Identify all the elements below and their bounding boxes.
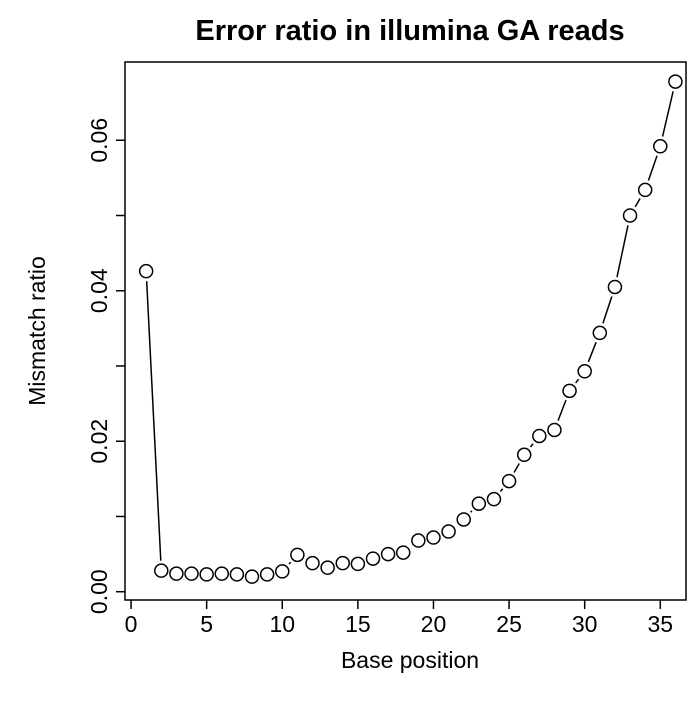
data-point: [244, 569, 260, 584]
data-point: [184, 566, 199, 581]
data-point: [290, 547, 305, 563]
x-axis-label: Base position: [341, 647, 479, 673]
connector: [661, 91, 674, 137]
connector: [145, 281, 162, 561]
data-point: [441, 524, 456, 539]
y-tick-label: 0.06: [86, 118, 112, 163]
connector: [288, 561, 292, 565]
data-point: [380, 546, 396, 562]
data-point: [592, 325, 608, 341]
plot-frame: [124, 61, 687, 601]
x-tick-label: 5: [200, 611, 213, 637]
data-point: [607, 279, 623, 295]
y-tick-label: 0.00: [86, 569, 112, 614]
data-point: [305, 555, 320, 571]
connector: [647, 155, 658, 181]
data-point: [335, 555, 350, 571]
connector: [575, 378, 580, 384]
data-point: [622, 208, 638, 223]
connector: [529, 443, 534, 448]
chart-title: Error ratio in illumina GA reads: [195, 15, 624, 47]
x-tick-label: 30: [572, 611, 598, 637]
connector: [634, 198, 641, 208]
connector: [587, 341, 597, 363]
connector: [499, 488, 504, 492]
data-point: [668, 74, 683, 89]
connector: [602, 296, 613, 324]
data-point: [350, 556, 366, 572]
data-point: [501, 473, 517, 489]
data-point: [562, 383, 577, 399]
data-point: [214, 566, 230, 581]
data-point: [532, 428, 547, 444]
y-tick-label: 0.02: [86, 419, 112, 464]
x-tick-label: 20: [421, 611, 447, 637]
data-point: [259, 567, 275, 582]
connector: [557, 399, 567, 421]
data-point: [456, 512, 471, 527]
x-tick-label: 10: [269, 611, 295, 637]
data-point: [486, 491, 502, 507]
x-tick-label: 25: [496, 611, 522, 637]
y-axis-label: Mismatch ratio: [24, 256, 50, 406]
data-point: [365, 551, 381, 566]
data-point: [154, 563, 169, 578]
data-point: [199, 567, 214, 582]
data-point: [169, 566, 184, 581]
data-point: [320, 560, 335, 575]
x-tick-label: 15: [345, 611, 371, 637]
data-point: [653, 139, 668, 154]
data-point: [411, 533, 426, 548]
data-point: [426, 530, 441, 545]
data-point: [516, 447, 532, 463]
x-tick-label: 0: [125, 611, 138, 637]
x-tick-label: 35: [647, 611, 673, 637]
data-point: [229, 567, 245, 582]
connector: [513, 463, 520, 473]
data-point: [138, 263, 154, 279]
data-point: [577, 364, 592, 379]
data-point: [395, 545, 411, 560]
connector: [470, 510, 473, 513]
data-point: [637, 182, 653, 198]
y-tick-label: 0.04: [86, 268, 112, 313]
data-point: [471, 496, 487, 511]
connector: [616, 225, 629, 278]
data-point: [275, 564, 290, 579]
data-point: [547, 422, 562, 438]
